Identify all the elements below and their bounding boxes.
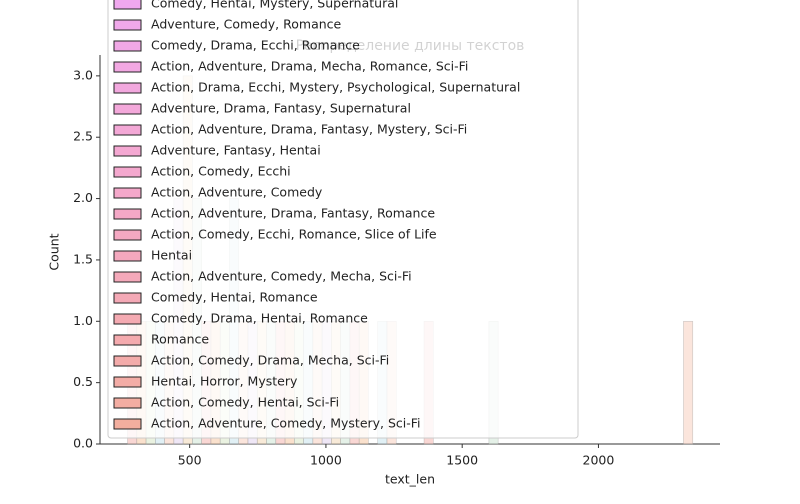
legend-swatch bbox=[113, 19, 142, 31]
x-tick-label: 500 bbox=[178, 453, 202, 468]
legend-label: Adventure, Drama, Fantasy, Supernatural bbox=[151, 101, 411, 116]
legend-label: Action, Drama, Ecchi, Mystery, Psycholog… bbox=[151, 80, 520, 95]
legend-swatch bbox=[113, 103, 142, 115]
y-tick-label: 0.5 bbox=[73, 374, 93, 389]
x-axis-label: text_len bbox=[385, 472, 435, 487]
legend-label: Action, Adventure, Drama, Fantasy, Roman… bbox=[151, 206, 435, 221]
legend-label: Action, Adventure, Comedy, Mecha, Sci-Fi bbox=[151, 269, 412, 284]
legend-swatch bbox=[113, 313, 142, 325]
legend-label: Hentai bbox=[151, 248, 192, 263]
legend-frame bbox=[107, 0, 579, 439]
legend-swatch bbox=[113, 208, 142, 220]
y-tick-label: 1.0 bbox=[73, 313, 93, 328]
legend-label: Action, Adventure, Comedy, Mystery, Sci-… bbox=[151, 416, 421, 431]
y-tick-label: 2.0 bbox=[73, 190, 93, 205]
legend-swatch bbox=[113, 229, 142, 241]
legend-label: Romance bbox=[151, 332, 209, 347]
legend-label: Comedy, Hentai, Romance bbox=[151, 290, 318, 305]
x-tick-label: 1500 bbox=[446, 453, 478, 468]
legend-swatch bbox=[113, 61, 142, 73]
legend-swatch bbox=[113, 397, 142, 409]
legend-swatch bbox=[113, 271, 142, 283]
legend-label: Adventure, Comedy, Romance bbox=[151, 17, 342, 32]
legend-label: Action, Comedy, Ecchi bbox=[151, 164, 291, 179]
x-tick-label: 2000 bbox=[583, 453, 615, 468]
legend-label: Action, Adventure, Comedy bbox=[151, 185, 323, 200]
legend-label: Action, Comedy, Ecchi, Romance, Slice of… bbox=[151, 227, 437, 242]
legend-label: Adventure, Fantasy, Hentai bbox=[151, 143, 321, 158]
legend-swatch bbox=[113, 82, 142, 94]
legend-swatch bbox=[113, 166, 142, 178]
legend-swatch bbox=[113, 124, 142, 136]
legend-label: Action, Adventure, Drama, Fantasy, Myste… bbox=[151, 122, 467, 137]
y-tick-label: 2.5 bbox=[73, 129, 93, 144]
legend-label: Comedy, Drama, Ecchi, Romance bbox=[151, 38, 360, 53]
y-axis-label: Count bbox=[47, 233, 62, 270]
y-tick-label: 1.5 bbox=[73, 251, 93, 266]
y-tick-label: 3.0 bbox=[73, 67, 93, 82]
legend-swatch bbox=[113, 0, 142, 10]
legend-label: Action, Comedy, Drama, Mecha, Sci-Fi bbox=[151, 353, 389, 368]
legend-swatch bbox=[113, 187, 142, 199]
legend-label: Action, Adventure, Drama, Mecha, Romance… bbox=[151, 59, 468, 74]
legend-swatch bbox=[113, 250, 142, 262]
y-tick-label: 0.0 bbox=[73, 436, 93, 451]
bar bbox=[683, 320, 694, 445]
legend-swatch bbox=[113, 418, 142, 430]
legend-swatch bbox=[113, 355, 142, 367]
legend-swatch bbox=[113, 145, 142, 157]
legend-label: Comedy, Hentai, Mystery, Supernatural bbox=[151, 0, 398, 11]
legend-swatch bbox=[113, 40, 142, 52]
legend-swatch bbox=[113, 376, 142, 388]
legend-swatch bbox=[113, 334, 142, 346]
legend-label: Hentai, Horror, Mystery bbox=[151, 374, 298, 389]
x-tick-label: 1000 bbox=[310, 453, 342, 468]
legend-label: Comedy, Drama, Hentai, Romance bbox=[151, 311, 368, 326]
legend: Comedy, Hentai, Mystery, Supernatural Adv… bbox=[107, 0, 579, 439]
legend-swatch bbox=[113, 292, 142, 304]
legend-label: Action, Comedy, Hentai, Sci-Fi bbox=[151, 395, 339, 410]
